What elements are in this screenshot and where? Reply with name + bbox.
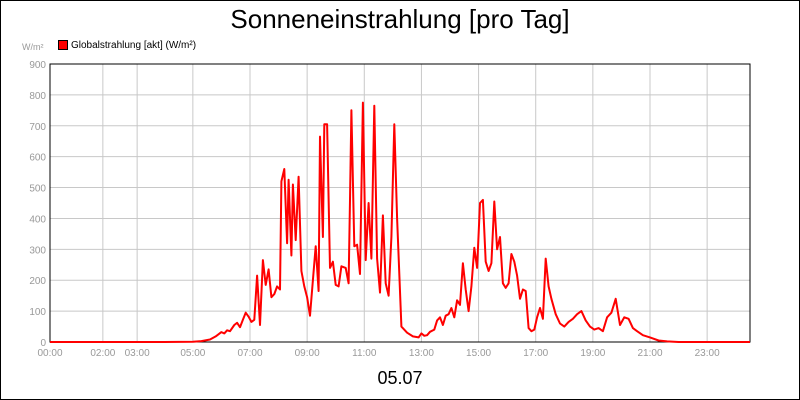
x-tick-label: 05:00 [180, 348, 205, 359]
y-axis-unit-label: W/m² [22, 42, 44, 52]
y-tick-label: 200 [29, 276, 46, 287]
x-tick-label: 21:00 [637, 348, 662, 359]
x-tick-label: 00:00 [37, 348, 62, 359]
legend-swatch [58, 40, 68, 50]
y-tick-label: 300 [29, 245, 46, 256]
legend-label: Globalstrahlung [akt] (W/m²) [71, 39, 197, 51]
series-line-globalstrahlung [50, 101, 750, 343]
y-tick-label: 100 [29, 307, 46, 318]
y-tick-label: 600 [29, 153, 46, 164]
y-tick-label: 400 [29, 214, 46, 225]
x-tick-label: 15:00 [466, 348, 491, 359]
x-tick-label: 23:00 [695, 348, 720, 359]
y-tick-label: 900 [29, 60, 46, 71]
y-tick-label: 700 [29, 122, 46, 133]
y-tick-label: 0 [40, 338, 46, 349]
x-tick-label: 09:00 [295, 348, 320, 359]
x-tick-label: 13:00 [409, 348, 434, 359]
x-tick-label: 17:00 [523, 348, 548, 359]
y-tick-label: 800 [29, 91, 46, 102]
x-tick-label: 07:00 [237, 348, 262, 359]
y-tick-label: 500 [29, 184, 46, 195]
x-tick-label: 11:00 [352, 348, 377, 359]
x-tick-label: 03:00 [125, 348, 150, 359]
x-tick-label: 02:00 [90, 348, 115, 359]
x-tick-label: 19:00 [580, 348, 605, 359]
legend: Globalstrahlung [akt] (W/m²) [58, 38, 196, 52]
plot-border [49, 63, 751, 343]
chart-title: Sonneneinstrahlung [pro Tag] [230, 4, 570, 34]
x-axis-date-label: 05.07 [377, 368, 423, 388]
